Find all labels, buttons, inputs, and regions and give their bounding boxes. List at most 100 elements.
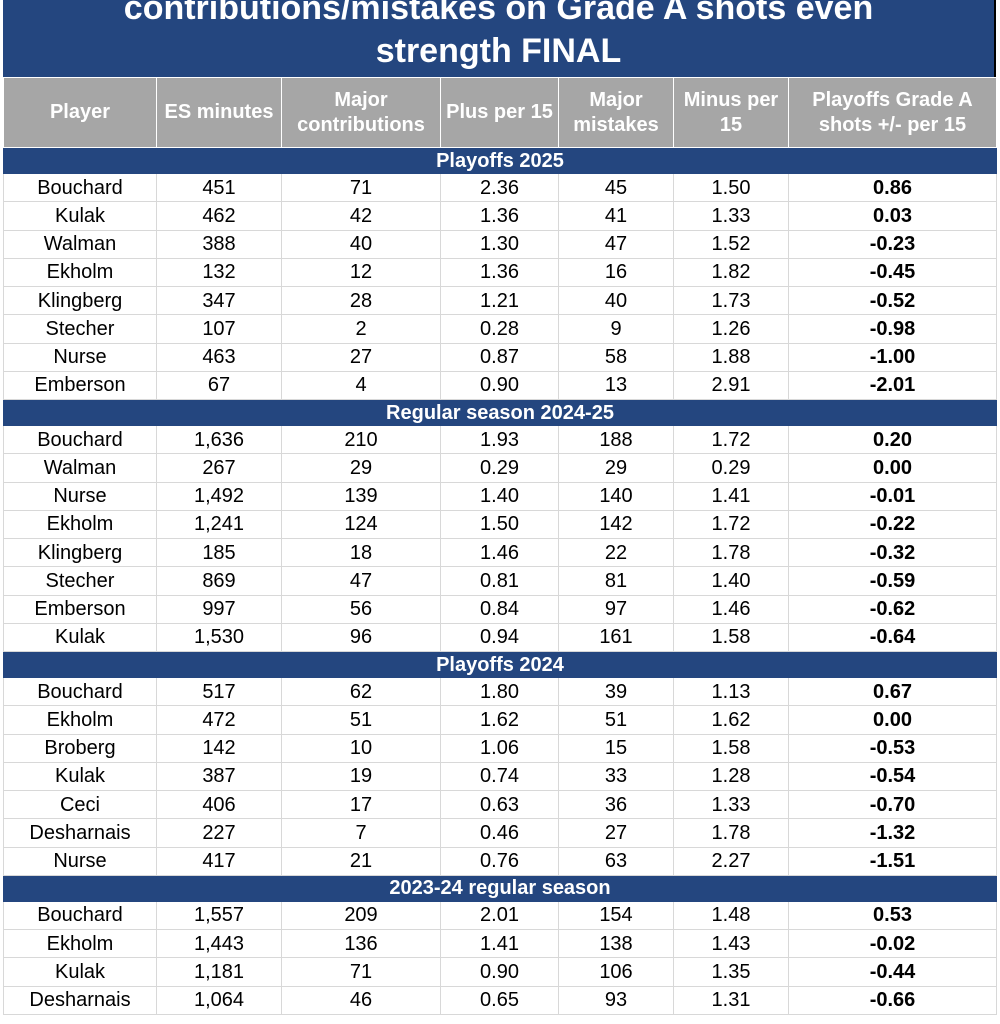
cell-player: Ekholm [3, 928, 157, 959]
cell-es-minutes: 107 [156, 314, 282, 344]
cell-major-mistakes: 51 [558, 705, 674, 735]
table-row: Bouchard 517 62 1.80 39 1.13 0.67 [3, 676, 997, 707]
table-row: Nurse 463 27 0.87 58 1.88 -1.00 [3, 342, 997, 372]
cell-major-contributions: 21 [281, 846, 441, 876]
cell-grade-a-plus-minus: 0.03 [788, 201, 997, 231]
cell-major-mistakes: 142 [558, 509, 674, 540]
cell-es-minutes: 417 [156, 846, 282, 876]
cell-minus-per-15: 1.73 [673, 285, 789, 316]
cell-player: Nurse [3, 342, 157, 372]
cell-player: Emberson [3, 594, 157, 624]
cell-minus-per-15: 1.82 [673, 257, 789, 288]
cell-grade-a-plus-minus: -2.01 [788, 370, 997, 401]
cell-major-mistakes: 81 [558, 566, 674, 596]
cell-player: Bouchard [3, 676, 157, 707]
cell-major-contributions: 210 [281, 424, 441, 455]
cell-plus-per-15: 0.74 [440, 761, 559, 792]
cell-major-contributions: 29 [281, 453, 441, 483]
section-header-row: 2023-24 regular season [3, 874, 997, 902]
cell-major-mistakes: 140 [558, 481, 674, 511]
cell-es-minutes: 1,241 [156, 509, 282, 540]
cell-major-contributions: 4 [281, 370, 441, 401]
table-row: Emberson 67 4 0.90 13 2.91 -2.01 [3, 370, 997, 401]
table-row: Stecher 107 2 0.28 9 1.26 -0.98 [3, 314, 997, 344]
cell-es-minutes: 132 [156, 257, 282, 288]
table-row: Walman 267 29 0.29 29 0.29 0.00 [3, 453, 997, 483]
cell-player: Bouchard [3, 172, 157, 203]
cell-es-minutes: 1,530 [156, 622, 282, 653]
cell-grade-a-plus-minus: -0.62 [788, 594, 997, 624]
section-label: Regular season 2024-25 [3, 399, 997, 426]
cell-plus-per-15: 0.94 [440, 622, 559, 653]
cell-grade-a-plus-minus: 0.00 [788, 453, 997, 483]
table-row: Ceci 406 17 0.63 36 1.33 -0.70 [3, 789, 997, 820]
cell-major-contributions: 56 [281, 594, 441, 624]
cell-major-contributions: 139 [281, 481, 441, 511]
table-row: Walman 388 40 1.30 47 1.52 -0.23 [3, 229, 997, 259]
cell-major-contributions: 17 [281, 789, 441, 820]
cell-minus-per-15: 2.27 [673, 846, 789, 876]
cell-player: Walman [3, 453, 157, 483]
col-header-major-mistakes: Major mistakes [558, 77, 674, 148]
cell-plus-per-15: 0.29 [440, 453, 559, 483]
cell-major-mistakes: 9 [558, 314, 674, 344]
cell-major-mistakes: 47 [558, 229, 674, 259]
cell-major-mistakes: 138 [558, 928, 674, 959]
cell-major-contributions: 136 [281, 928, 441, 959]
cell-minus-per-15: 1.31 [673, 985, 789, 1015]
cell-minus-per-15: 1.88 [673, 342, 789, 372]
section-header-row: Regular season 2024-25 [3, 399, 997, 426]
cell-major-mistakes: 63 [558, 846, 674, 876]
table-row: Klingberg 347 28 1.21 40 1.73 -0.52 [3, 285, 997, 316]
cell-plus-per-15: 1.21 [440, 285, 559, 316]
table-row: Bouchard 1,636 210 1.93 188 1.72 0.20 [3, 424, 997, 455]
cell-major-contributions: 46 [281, 985, 441, 1015]
cell-major-mistakes: 40 [558, 285, 674, 316]
cell-minus-per-15: 1.35 [673, 957, 789, 987]
cell-major-contributions: 47 [281, 566, 441, 596]
col-header-minus-per-15: Minus per 15 [673, 77, 789, 148]
cell-minus-per-15: 1.50 [673, 172, 789, 203]
section-label: 2023-24 regular season [3, 874, 997, 902]
cell-minus-per-15: 1.46 [673, 594, 789, 624]
cell-minus-per-15: 1.52 [673, 229, 789, 259]
cell-major-mistakes: 22 [558, 537, 674, 568]
cell-major-mistakes: 97 [558, 594, 674, 624]
cell-es-minutes: 267 [156, 453, 282, 483]
cell-grade-a-plus-minus: -0.52 [788, 285, 997, 316]
cell-major-contributions: 27 [281, 342, 441, 372]
cell-plus-per-15: 1.36 [440, 257, 559, 288]
cell-grade-a-plus-minus: -0.45 [788, 257, 997, 288]
cell-player: Kulak [3, 201, 157, 231]
cell-major-mistakes: 161 [558, 622, 674, 653]
cell-minus-per-15: 1.13 [673, 676, 789, 707]
title-line-2: strength FINAL [375, 32, 622, 70]
cell-grade-a-plus-minus: -0.98 [788, 314, 997, 344]
cell-plus-per-15: 1.50 [440, 509, 559, 540]
table-row: Nurse 417 21 0.76 63 2.27 -1.51 [3, 846, 997, 876]
table-row: Desharnais 1,064 46 0.65 93 1.31 -0.66 [3, 985, 997, 1015]
cell-major-contributions: 40 [281, 229, 441, 259]
cell-plus-per-15: 1.80 [440, 676, 559, 707]
cell-minus-per-15: 1.78 [673, 537, 789, 568]
cell-major-mistakes: 15 [558, 733, 674, 763]
cell-minus-per-15: 1.78 [673, 818, 789, 848]
cell-grade-a-plus-minus: 0.86 [788, 172, 997, 203]
cell-player: Ekholm [3, 509, 157, 540]
cell-player: Ceci [3, 789, 157, 820]
table-row: Ekholm 1,443 136 1.41 138 1.43 -0.02 [3, 928, 997, 959]
table-row: Kulak 1,181 71 0.90 106 1.35 -0.44 [3, 957, 997, 987]
cell-grade-a-plus-minus: -0.59 [788, 566, 997, 596]
table-row: Klingberg 185 18 1.46 22 1.78 -0.32 [3, 537, 997, 568]
cell-minus-per-15: 1.41 [673, 481, 789, 511]
cell-major-contributions: 2 [281, 314, 441, 344]
section-label: Playoffs 2024 [3, 651, 997, 678]
cell-es-minutes: 1,443 [156, 928, 282, 959]
table-header: Player ES minutes Major contributions Pl… [3, 77, 997, 148]
cell-plus-per-15: 1.30 [440, 229, 559, 259]
cell-grade-a-plus-minus: -0.23 [788, 229, 997, 259]
section-header-row: Playoffs 2024 [3, 651, 997, 678]
cell-player: Klingberg [3, 537, 157, 568]
cell-minus-per-15: 1.43 [673, 928, 789, 959]
cell-es-minutes: 462 [156, 201, 282, 231]
